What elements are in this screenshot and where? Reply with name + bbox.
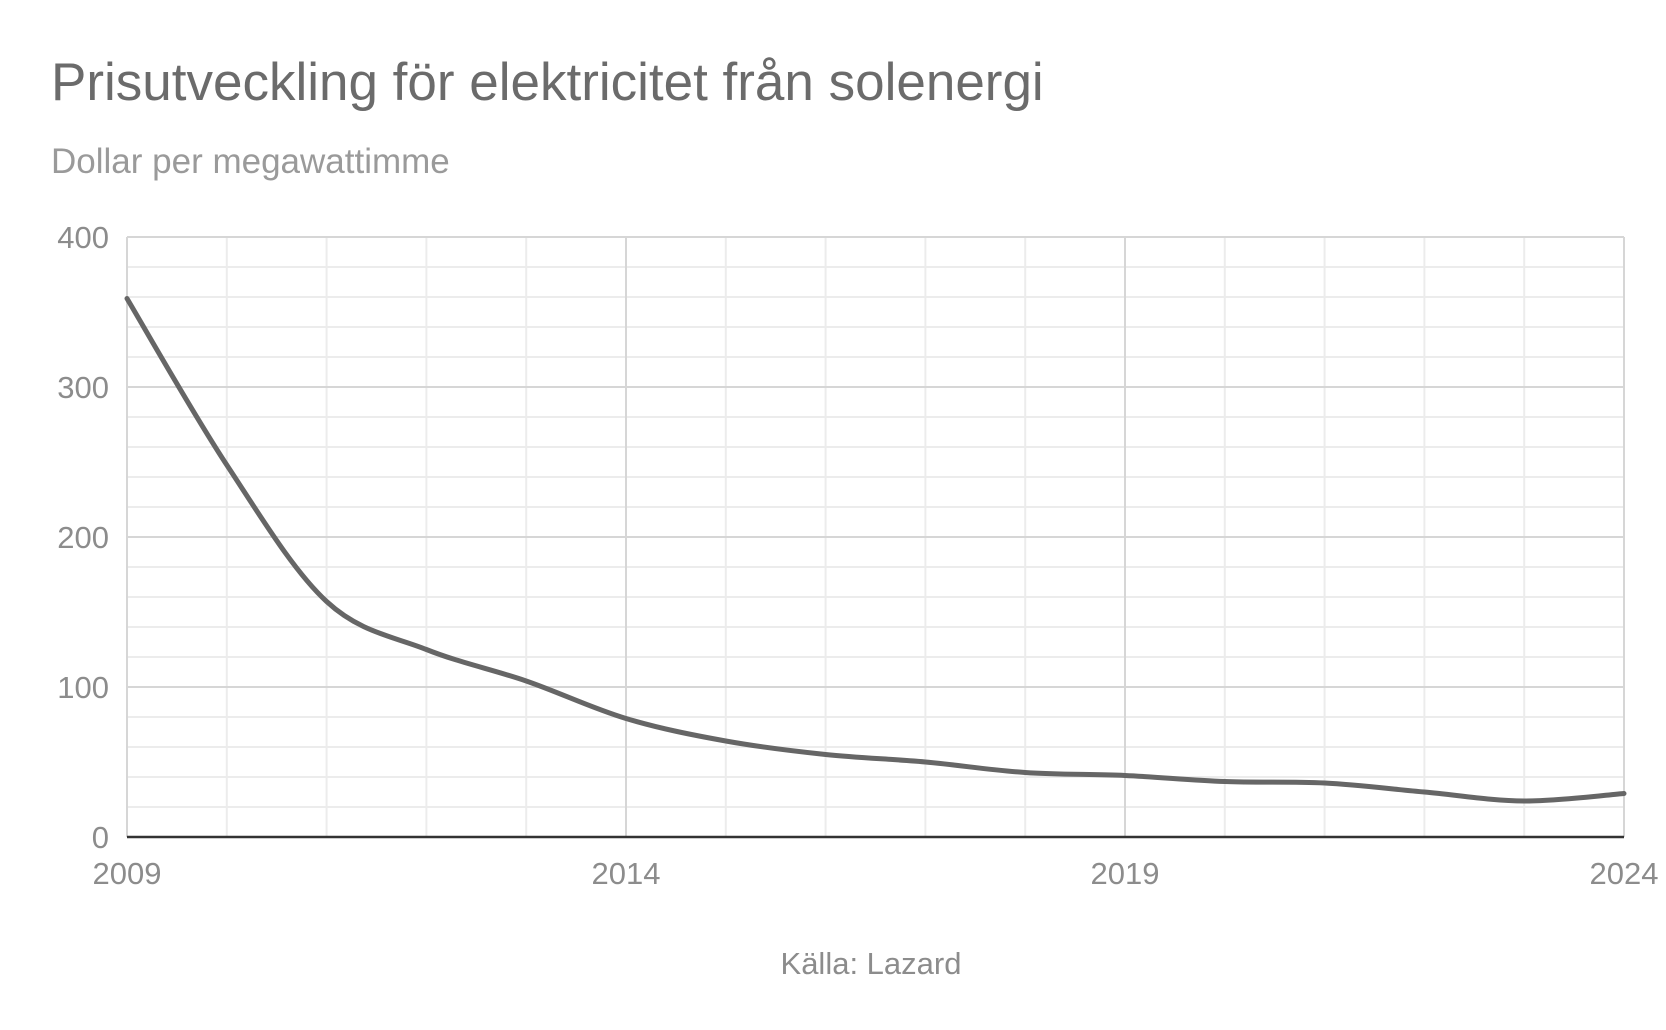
chart-subtitle: Dollar per megawattimme [51, 142, 450, 181]
y-tick-label: 400 [57, 220, 109, 255]
price-series-line [124, 296, 1627, 804]
x-tick-label: 2019 [1091, 856, 1160, 891]
x-tick-label: 2014 [592, 856, 661, 891]
x-axis-ticks: 2009 2014 2019 2024 [93, 856, 1659, 891]
y-axis-ticks: 0 100 200 300 400 [57, 220, 109, 855]
source-note: Källa: Lazard [780, 946, 962, 981]
y-tick-label: 100 [57, 670, 109, 705]
y-tick-label: 0 [92, 820, 109, 855]
series-group [124, 296, 1627, 804]
y-tick-label: 300 [57, 370, 109, 405]
y-tick-label: 200 [57, 520, 109, 555]
chart-title: Prisutveckling för elektricitet från sol… [51, 53, 1044, 112]
x-tick-label: 2024 [1590, 856, 1659, 891]
x-tick-label: 2009 [93, 856, 162, 891]
major-gridlines [126, 236, 1625, 837]
